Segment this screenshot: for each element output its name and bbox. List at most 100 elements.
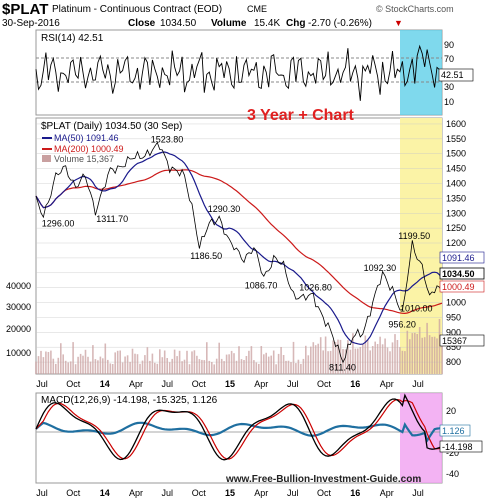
volume-bar	[414, 332, 416, 374]
x-axis-label: Jul	[162, 379, 174, 389]
volume-bar	[79, 353, 82, 374]
volume-bar	[275, 364, 277, 374]
volume-tick-20000: 20000	[6, 324, 31, 334]
macd-line	[35, 393, 443, 461]
volume-bar	[314, 345, 317, 374]
volume-bar	[267, 356, 270, 374]
volume-bar	[421, 337, 423, 374]
rsi-tick-90: 90	[444, 40, 454, 50]
volume-bar	[399, 347, 401, 374]
symbol: $PLAT	[2, 1, 48, 18]
volume-bar	[72, 342, 74, 374]
macd-label: MACD(12,26,9) -14.198, -15.325, 1.126	[41, 395, 218, 406]
volume-bar	[92, 345, 94, 374]
volume-legend-swatch	[42, 155, 51, 162]
price-tick-label: 1000	[446, 298, 466, 308]
volume-bar	[146, 347, 149, 374]
volume-bar	[203, 360, 206, 374]
x-axis-label: Jul	[36, 379, 48, 389]
x-axis-label: 16	[350, 488, 360, 498]
volume-bar	[40, 350, 42, 374]
volume-bar	[84, 349, 87, 374]
volume-bar	[163, 350, 166, 374]
volume-legend: Volume 15,367	[54, 154, 114, 164]
price-annotations: 1296.00 1311.70 1523.80 1290.30 1186.50 1086.…	[42, 135, 433, 373]
x-axis-label: Apr	[380, 488, 394, 498]
ma50-legend: MA(50) 1091.46	[54, 133, 119, 143]
volume-bar	[401, 350, 404, 374]
price-tick-label: 1350	[446, 193, 466, 203]
price-tick-label: 800	[446, 357, 461, 367]
volume-bar	[178, 350, 181, 374]
x-axis-label: Jul	[36, 488, 48, 498]
volume-bar	[139, 363, 141, 374]
volume-bar	[409, 339, 411, 374]
volume-bar	[307, 355, 310, 374]
volume-bar	[94, 359, 97, 374]
volume-bar	[312, 342, 315, 374]
volume-bar	[129, 361, 131, 374]
volume-bar	[290, 362, 292, 374]
ma200-last-value: 1000.49	[442, 282, 475, 292]
volume-bar	[235, 360, 238, 374]
x-axis-label: Apr	[129, 379, 143, 389]
volume-bars	[35, 319, 443, 374]
x-axis-label: Jul	[412, 488, 424, 498]
volume-bar	[87, 356, 89, 374]
chg-label: Chg	[286, 18, 305, 29]
macd-last-value: -14.198	[442, 442, 473, 452]
volume-bar	[433, 336, 436, 374]
volume-last-box	[439, 334, 485, 347]
x-axis-label: 16	[350, 379, 360, 389]
volume-bar	[151, 353, 154, 374]
volume-bar	[45, 351, 47, 374]
volume-bar	[176, 356, 178, 374]
price-x-axis: Jul Oct 14 Apr Jul Oct 15 Apr Jul Oct 16 Apr Jul	[36, 379, 424, 389]
volume-bar	[332, 340, 334, 374]
volume-bar	[423, 337, 426, 374]
volume-value: 15.4K	[254, 18, 280, 29]
macd-signal-line	[35, 398, 443, 460]
volume-bar	[337, 339, 339, 374]
volume-bar	[181, 361, 183, 374]
close-last-value: 1034.50	[442, 269, 475, 279]
price-tick-label: 1500	[446, 149, 466, 159]
chg-value: -2.70 (-0.26%)	[308, 18, 372, 29]
volume-bar	[272, 350, 275, 374]
volume-bar	[339, 339, 342, 374]
x-axis-label: Oct	[317, 379, 332, 389]
price-annotation: 1092.30	[364, 263, 397, 273]
volume-bar	[334, 342, 337, 374]
volume-bar	[201, 359, 203, 374]
volume-bar	[154, 362, 156, 374]
x-axis-label: Jul	[287, 379, 299, 389]
down-arrow-icon: ▼	[394, 18, 403, 28]
volume-bar	[121, 362, 124, 374]
price-frame	[35, 117, 443, 375]
price-line	[35, 141, 443, 364]
x-axis-label: Jul	[162, 488, 174, 498]
volume-bar	[111, 364, 114, 374]
price-tick-label: 1450	[446, 164, 466, 174]
volume-bar	[357, 348, 359, 374]
price-axis: 1600155015001450140013501300125012001150…	[446, 119, 466, 367]
brand-label: © StockCharts.com	[376, 4, 454, 14]
volume-bar	[136, 354, 139, 374]
volume-bar	[47, 352, 50, 374]
volume-bar	[159, 349, 161, 374]
price-annotation: 1296.00	[42, 218, 75, 228]
volume-bar	[426, 322, 428, 374]
price-highlight	[400, 118, 442, 374]
volume-bar	[238, 346, 240, 374]
volume-bar	[196, 355, 198, 374]
volume-bar	[396, 340, 399, 374]
volume-bar	[161, 357, 164, 374]
volume-bar	[55, 363, 57, 374]
x-axis-label: 14	[100, 379, 110, 389]
volume-bar	[35, 361, 37, 374]
volume-bar	[270, 355, 272, 374]
volume-bar	[215, 358, 218, 374]
volume-bar	[213, 364, 215, 374]
volume-bar	[389, 351, 391, 374]
volume-bar	[223, 361, 225, 374]
